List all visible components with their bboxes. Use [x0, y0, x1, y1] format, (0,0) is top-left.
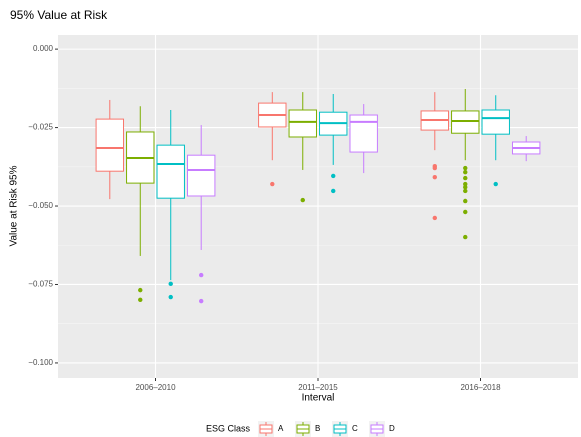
outlier [463, 209, 468, 215]
outlier [463, 169, 468, 175]
outlier [331, 173, 336, 179]
outlier [463, 175, 468, 181]
box [451, 110, 480, 134]
outlier [432, 165, 437, 171]
x-tick-label: 2006–2010 [135, 383, 176, 392]
outlier [138, 297, 143, 303]
outlier [168, 281, 173, 287]
box [186, 154, 216, 197]
x-axis-label: Interval [302, 393, 335, 404]
legend-label: D [389, 424, 395, 433]
outlier [138, 287, 143, 293]
y-tick-label: −0.100 [28, 358, 53, 367]
x-tick-label: 2016–2018 [460, 383, 501, 392]
x-tick-label: 2011–2015 [298, 383, 338, 392]
outlier [270, 181, 275, 187]
outlier [199, 272, 204, 278]
legend-label: A [278, 424, 284, 433]
y-tick-label: −0.025 [28, 123, 53, 132]
outlier [168, 294, 173, 300]
box [95, 118, 125, 172]
box [156, 144, 185, 199]
box [481, 109, 510, 135]
y-tick-label: −0.075 [28, 280, 53, 289]
outlier [463, 165, 468, 171]
y-tick-label: 0.000 [33, 44, 54, 53]
outlier [199, 298, 204, 304]
legend-title: ESG Class [206, 423, 251, 433]
chart-title: 95% Value at Risk [10, 8, 108, 22]
outlier [463, 234, 468, 240]
outlier [300, 197, 305, 203]
box [349, 114, 378, 153]
outlier [432, 215, 437, 221]
legend-label: B [315, 424, 320, 433]
outlier [331, 188, 336, 194]
outlier [463, 188, 468, 194]
y-axis-label: Value at Risk 95% [9, 165, 20, 246]
outlier [493, 181, 498, 187]
outlier [463, 181, 468, 187]
outlier [432, 174, 437, 180]
legend-label: C [352, 424, 358, 433]
box [288, 109, 317, 138]
outlier [463, 185, 468, 190]
y-tick-label: −0.050 [28, 201, 53, 210]
outlier [463, 198, 468, 204]
